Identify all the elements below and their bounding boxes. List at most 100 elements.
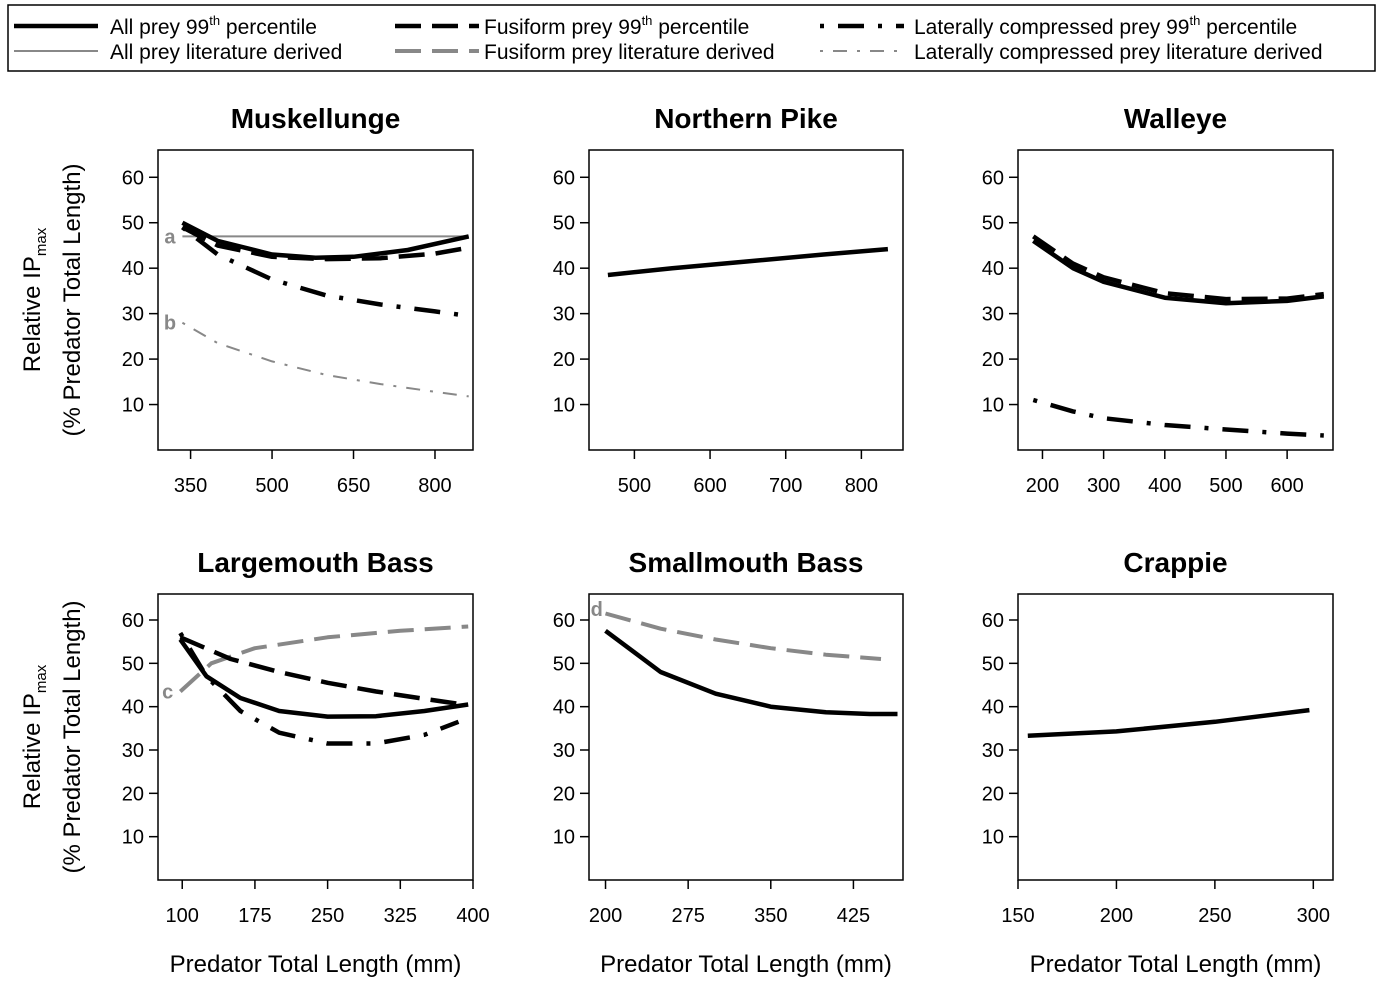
series-line-solid-thick [604, 628, 898, 717]
x-tick-label: 325 [384, 905, 417, 927]
series-line-dotdash-thin [181, 321, 469, 398]
y-tick-label: 20 [553, 349, 575, 371]
y-tick-label: 40 [553, 258, 575, 280]
y-tick-label: 40 [982, 258, 1004, 280]
annotation-label: a [164, 226, 176, 248]
y-axis-title: Relative IPmax (% Predator Total Length) [19, 163, 86, 436]
y-tick-label: 10 [982, 827, 1004, 849]
y-tick-label: 10 [122, 827, 144, 849]
y-axis-title-line1: Relative IPmax [19, 664, 50, 809]
y-tick-label: 50 [122, 213, 144, 235]
series-line-dashed-thick [179, 635, 464, 707]
y-tick-label: 30 [982, 304, 1004, 326]
series-line-solid-thick [178, 638, 469, 719]
y-tick-label: 40 [982, 697, 1004, 719]
series-line-dotdash-thick [178, 631, 460, 746]
panel-title: Crappie [1123, 547, 1227, 578]
panel-title: Largemouth Bass [197, 547, 434, 578]
y-axis-title-line1: Relative IPmax [19, 227, 50, 372]
plot-frame [588, 149, 904, 451]
y-tick-label: 50 [553, 213, 575, 235]
y-tick-label: 30 [122, 740, 144, 762]
plot-frame [1017, 149, 1334, 451]
x-tick-label: 100 [166, 905, 199, 927]
annotation-label: b [164, 313, 176, 335]
y-tick-label: 50 [122, 653, 144, 675]
y-tick-label: 30 [982, 740, 1004, 762]
plot-frame [588, 593, 904, 881]
x-tick-label: 600 [693, 475, 726, 497]
x-tick-label: 150 [1001, 905, 1034, 927]
legend-entry-label: All prey literature derived [110, 41, 342, 64]
panel-title: Muskellunge [231, 103, 401, 134]
x-axis-title: Predator Total Length (mm) [600, 951, 892, 977]
x-tick-label: 350 [754, 905, 787, 927]
y-axis-title-line2: (% Predator Total Length) [59, 600, 86, 873]
series-line-dashed-thin [604, 611, 882, 661]
annotation-label: d [591, 599, 603, 621]
x-tick-label: 600 [1270, 475, 1303, 497]
y-tick-label: 50 [982, 653, 1004, 675]
x-tick-label: 800 [845, 475, 878, 497]
y-tick-label: 10 [553, 395, 575, 417]
x-tick-label: 400 [1148, 475, 1181, 497]
y-tick-label: 20 [982, 783, 1004, 805]
y-tick-label: 60 [122, 167, 144, 189]
series-line-dotdash-thick [181, 225, 469, 319]
x-tick-label: 275 [671, 905, 704, 927]
y-tick-label: 60 [553, 610, 575, 632]
series-line-solid-thick [607, 246, 889, 278]
y-tick-label: 20 [553, 783, 575, 805]
legend-entry-label: Laterally compressed prey literature der… [914, 41, 1323, 64]
x-tick-label: 425 [837, 905, 870, 927]
y-tick-label: 40 [122, 697, 144, 719]
legend-box [7, 4, 1376, 72]
x-tick-label: 200 [1026, 475, 1059, 497]
y-tick-label: 60 [982, 167, 1004, 189]
y-tick-label: 40 [122, 258, 144, 280]
y-tick-label: 20 [122, 349, 144, 371]
y-tick-label: 20 [122, 783, 144, 805]
x-tick-label: 250 [1198, 905, 1231, 927]
x-tick-label: 500 [255, 475, 288, 497]
annotation-label: c [162, 682, 173, 704]
x-tick-label: 350 [174, 475, 207, 497]
x-tick-label: 300 [1297, 905, 1330, 927]
y-tick-label: 60 [122, 610, 144, 632]
series-line-dashed-thick [181, 225, 470, 262]
panel-title: Walleye [1124, 103, 1227, 134]
y-tick-label: 30 [122, 304, 144, 326]
series-line-dashed-thick [1032, 234, 1325, 302]
plot-frame [157, 593, 474, 881]
series-line-dotdash-thick [1032, 397, 1324, 438]
y-tick-label: 30 [553, 304, 575, 326]
x-tick-label: 500 [618, 475, 651, 497]
x-tick-label: 700 [769, 475, 802, 497]
panel-title: Northern Pike [654, 103, 838, 134]
x-tick-label: 800 [418, 475, 451, 497]
y-tick-label: 50 [982, 213, 1004, 235]
y-tick-label: 40 [553, 697, 575, 719]
x-tick-label: 650 [337, 475, 370, 497]
y-tick-label: 50 [553, 653, 575, 675]
legend-entry-label: All prey 99th percentile [110, 13, 317, 39]
legend-entry-label: Fusiform prey 99th percentile [484, 13, 749, 39]
series-line-solid-thick [181, 220, 470, 260]
x-tick-label: 500 [1209, 475, 1242, 497]
panel-title: Smallmouth Bass [629, 547, 864, 578]
x-axis-title: Predator Total Length (mm) [1030, 951, 1322, 977]
series-line-solid-thick [1027, 707, 1310, 738]
x-tick-label: 400 [456, 905, 489, 927]
y-tick-label: 10 [553, 827, 575, 849]
legend-entry-label: Laterally compressed prey 99th percentil… [914, 13, 1297, 39]
y-axis-title-line2: (% Predator Total Length) [59, 163, 86, 436]
series-line-solid-thick [1032, 239, 1325, 306]
series-line-dashed-thin [178, 624, 469, 693]
y-tick-label: 60 [982, 610, 1004, 632]
x-tick-label: 300 [1087, 475, 1120, 497]
y-tick-label: 60 [553, 167, 575, 189]
x-tick-label: 250 [311, 905, 344, 927]
x-tick-label: 175 [238, 905, 271, 927]
